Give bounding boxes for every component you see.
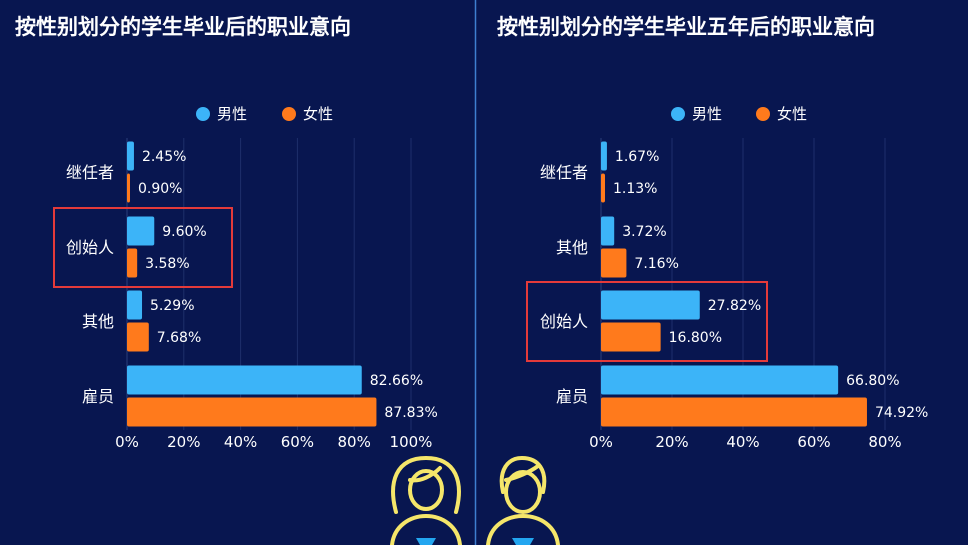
x-tick-label: 60% [797,433,830,451]
x-tick-label: 80% [868,433,901,451]
tick-labels-right: 0% 20% 40% 60% 80% [589,433,902,451]
data-label: 5.29% [150,298,194,314]
x-tick-label: 40% [224,433,257,451]
bar-female [601,397,867,427]
legend-label-female: 女性 [777,105,807,123]
x-tick-label: 0% [115,433,139,451]
data-label: 7.16% [634,256,678,272]
data-label: 1.67% [615,149,659,165]
bar-male [601,216,615,246]
bar-male [601,290,700,320]
category-label: 继任者 [540,163,588,182]
x-tick-label: 20% [167,433,200,451]
x-tick-label: 100% [390,433,433,451]
category-label: 创始人 [66,238,114,257]
data-label: 66.80% [846,373,899,389]
data-label: 0.90% [138,181,182,197]
bar-male [601,141,607,171]
chart-left: 按性别划分的学生毕业后的职业意向 男性 女性 2.45% 0.90% 9.60% 3.… [15,15,438,451]
category-label: 继任者 [66,163,114,182]
data-label: 82.66% [370,373,423,389]
bar-female [601,173,606,203]
data-label: 9.60% [162,224,206,240]
bar-female [127,248,138,278]
bars-left: 2.45% 0.90% 9.60% 3.58% 5.29% 7.68% 82.66% 87.8… [127,141,438,427]
legend-label-female: 女性 [303,105,333,123]
x-tick-label: 0% [589,433,613,451]
data-label: 27.82% [708,298,761,314]
bar-male [601,365,839,395]
highlight-box-founder-left [53,207,233,288]
data-label: 16.80% [669,330,722,346]
category-label: 其他 [82,312,114,331]
bar-male [127,290,143,320]
category-label: 雇员 [82,387,114,406]
data-label: 2.45% [142,149,186,165]
x-tick-label: 60% [281,433,314,451]
tick-labels-left: 0% 20% 40% 60% 80% 100% [115,433,432,451]
bar-male [127,216,155,246]
female-avatar-icon [390,456,462,545]
x-tick-label: 40% [726,433,759,451]
category-label: 创始人 [540,312,588,331]
bar-female [601,248,627,278]
bar-female [127,173,130,203]
bar-female [127,322,149,352]
legend-marker-female [282,107,296,121]
bar-female [127,397,377,427]
data-label: 74.92% [875,405,928,421]
bar-male [127,141,134,171]
chart-right: 按性别划分的学生毕业五年后的职业意向 男性 女性 1.67% 1.13% 3.72%… [497,15,928,451]
legend-label-male: 男性 [692,105,722,123]
highlight-box-founder-right [526,281,768,362]
data-label: 1.13% [613,181,657,197]
legend-marker-male [671,107,685,121]
chart-left-title: 按性别划分的学生毕业后的职业意向 [15,15,351,39]
legend-left: 男性 女性 [196,105,333,123]
bars-right: 1.67% 1.13% 3.72% 7.16% 27.82% 16.80% 66.80% 74… [601,141,928,427]
data-label: 87.83% [384,405,437,421]
bar-male [127,365,362,395]
bar-female [601,322,661,352]
legend-label-male: 男性 [217,105,247,123]
x-tick-label: 20% [655,433,688,451]
data-label: 7.68% [157,330,201,346]
male-avatar-icon [486,456,560,545]
chart-right-title: 按性别划分的学生毕业五年后的职业意向 [497,15,875,39]
legend-marker-male [196,107,210,121]
data-label: 3.72% [622,224,666,240]
category-label: 其他 [556,238,588,257]
legend-marker-female [756,107,770,121]
category-label: 雇员 [556,387,588,406]
x-tick-label: 80% [338,433,371,451]
legend-right: 男性 女性 [671,105,807,123]
data-label: 3.58% [145,256,189,272]
